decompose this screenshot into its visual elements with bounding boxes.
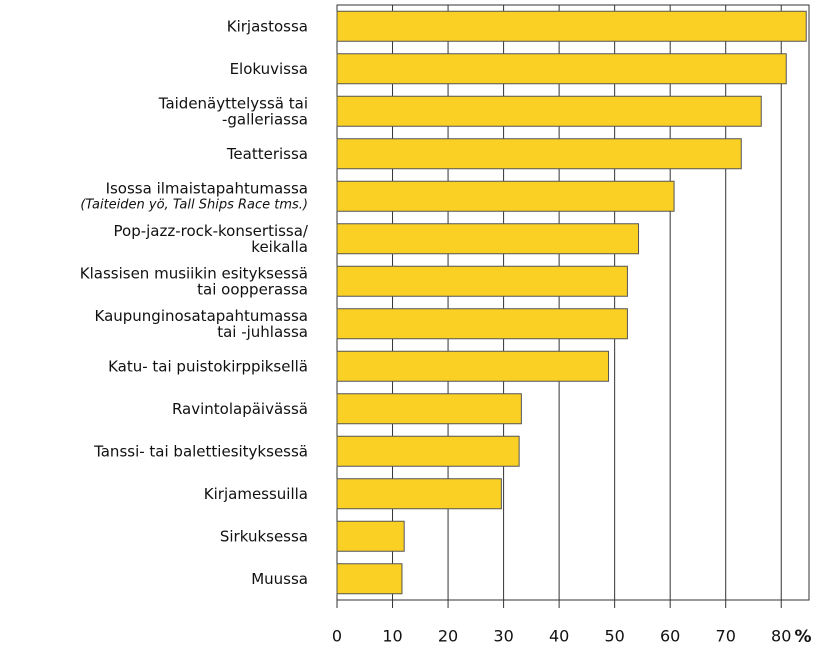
bar <box>336 53 787 85</box>
category-label: Tanssi- tai balettiesityksessä <box>93 442 308 460</box>
x-tick-label: 10 <box>382 627 402 646</box>
category-label: Pop-jazz-rock-konsertissa/keikalla <box>114 221 309 255</box>
x-tick-label: 20 <box>438 627 458 646</box>
bar <box>336 435 520 467</box>
category-label: Katu- tai puistokirppiksellä <box>108 357 308 375</box>
bar <box>336 10 807 42</box>
x-tick-label: 0 <box>332 627 342 646</box>
bar <box>336 478 502 510</box>
category-label: Taidenäyttelyssä tai -galleriassa <box>158 94 308 128</box>
x-tick-label: 40 <box>549 627 569 646</box>
bar <box>336 520 405 552</box>
category-label: Ravintolapäivässä <box>172 399 308 417</box>
x-axis-label: % <box>794 627 811 647</box>
category-label: Kaupunginosatapahtumassa tai -juhlassa <box>95 306 309 340</box>
category-label: Elokuvissa <box>230 59 308 77</box>
bar <box>336 393 522 425</box>
bar <box>336 563 403 595</box>
category-label: Klassisen musiikin esityksessä tai oopper… <box>80 264 308 298</box>
bar <box>336 95 762 127</box>
x-tick-label: 70 <box>716 627 736 646</box>
plot-area <box>336 4 810 601</box>
bar <box>336 223 640 255</box>
bar <box>336 265 628 297</box>
bar <box>336 180 675 212</box>
category-label: Kirjamessuilla <box>204 484 308 502</box>
bar <box>336 138 742 170</box>
x-tick-label: 50 <box>604 627 624 646</box>
category-label: Isossa ilmaistapahtumassa (Taiteiden yö, … <box>80 179 308 212</box>
category-label: Kirjastossa <box>227 17 308 35</box>
x-tick-label: 30 <box>493 627 513 646</box>
bar <box>336 308 628 340</box>
category-label: Muussa <box>251 569 308 587</box>
bar <box>336 350 610 382</box>
x-tick-label: 80 <box>771 627 791 646</box>
x-tick-label: 60 <box>660 627 680 646</box>
category-label: Teatterissa <box>226 144 308 162</box>
category-label: Sirkuksessa <box>220 527 308 545</box>
